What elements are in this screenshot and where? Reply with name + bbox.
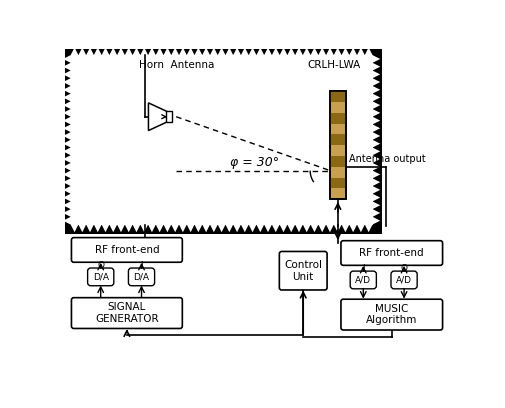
FancyBboxPatch shape [71,298,182,328]
FancyBboxPatch shape [279,251,326,290]
FancyBboxPatch shape [87,268,114,286]
Bar [166,111,172,122]
Text: D/A: D/A [92,273,109,282]
Bar [330,134,345,145]
Text: D/A: D/A [133,273,149,282]
Text: RF front-end: RF front-end [359,248,423,258]
Text: MUSIC
Algorithm: MUSIC Algorithm [365,304,417,326]
Text: Horn  Antenna: Horn Antenna [139,60,214,70]
FancyBboxPatch shape [340,299,442,330]
Polygon shape [148,103,170,131]
Bar [330,113,345,124]
FancyBboxPatch shape [390,271,416,289]
Text: Q: Q [97,261,104,270]
Text: I: I [361,264,364,273]
FancyBboxPatch shape [128,268,155,286]
Text: I: I [140,261,142,270]
Text: CRLH-LWA: CRLH-LWA [307,60,360,70]
Text: Q: Q [400,264,407,273]
FancyBboxPatch shape [340,241,442,265]
Polygon shape [61,46,381,234]
FancyBboxPatch shape [71,237,182,262]
Text: φ = 30°: φ = 30° [230,156,279,169]
FancyBboxPatch shape [349,271,376,289]
Bar [330,177,345,188]
Bar [330,91,345,102]
Text: A/D: A/D [395,275,411,284]
Text: Antenna output: Antenna output [348,155,425,164]
Bar [71,55,372,224]
Bar [330,156,345,167]
Text: Control
Unit: Control Unit [284,260,322,282]
Bar [330,91,345,199]
Text: A/D: A/D [355,275,371,284]
Text: RF front-end: RF front-end [94,245,159,255]
Text: SIGNAL
GENERATOR: SIGNAL GENERATOR [95,302,159,324]
Polygon shape [63,47,379,232]
Bar [330,91,345,199]
